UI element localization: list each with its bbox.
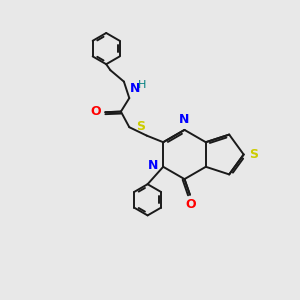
Text: O: O: [91, 105, 101, 118]
Text: S: S: [249, 148, 258, 161]
Text: S: S: [136, 120, 145, 133]
Text: H: H: [138, 80, 147, 90]
Text: N: N: [147, 159, 158, 172]
Text: N: N: [130, 82, 140, 95]
Text: N: N: [179, 113, 189, 126]
Text: O: O: [186, 198, 196, 211]
